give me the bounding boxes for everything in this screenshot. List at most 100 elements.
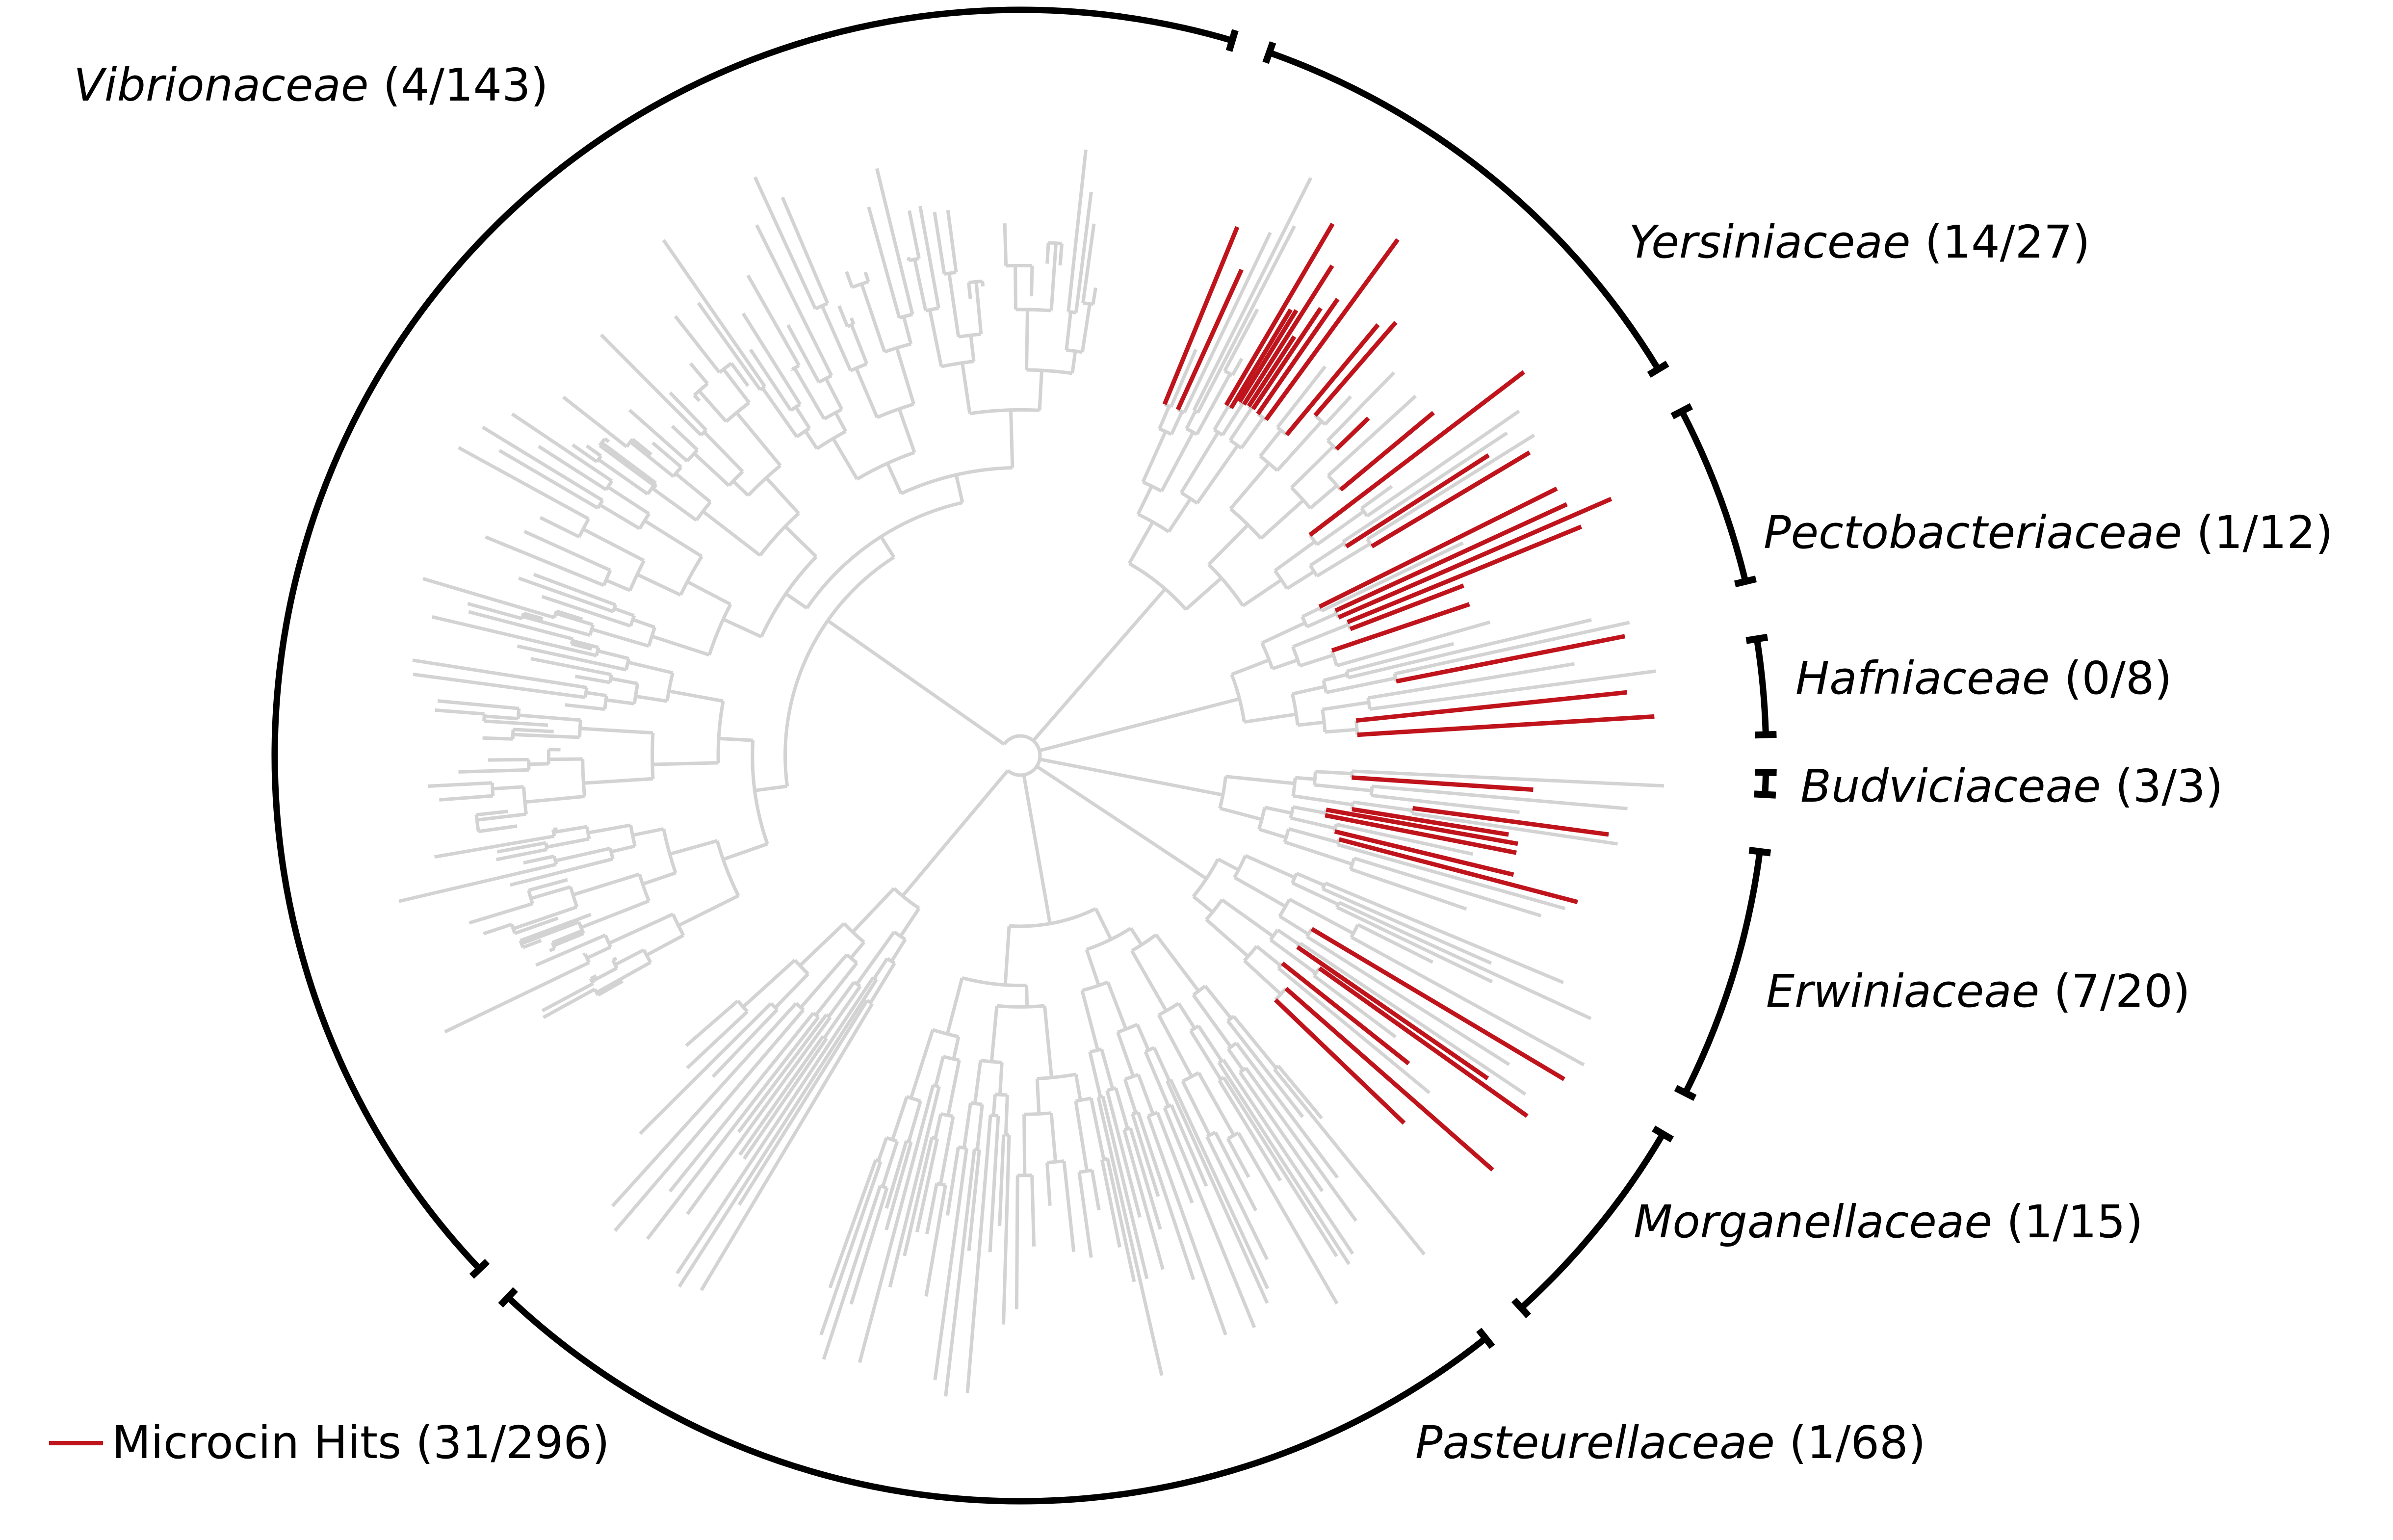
node-connector bbox=[1314, 772, 1315, 785]
tip-branch bbox=[1079, 1172, 1092, 1257]
legend-swatch bbox=[49, 1441, 103, 1445]
clade-arc-hafniaceae bbox=[1757, 639, 1766, 734]
internal-branch bbox=[1289, 829, 1338, 842]
internal-branch bbox=[1096, 909, 1111, 940]
internal-branch bbox=[733, 481, 749, 496]
node-connector bbox=[962, 978, 1026, 985]
internal-branch bbox=[800, 923, 844, 966]
internal-branch bbox=[553, 827, 587, 832]
tip-branch bbox=[935, 212, 944, 274]
tip-branch bbox=[439, 796, 493, 800]
clade-arc-tick-hafniaceae-end bbox=[1755, 734, 1776, 735]
node-connector bbox=[1027, 370, 1072, 373]
internal-branch bbox=[956, 475, 962, 502]
node-connector bbox=[933, 1030, 959, 1037]
internal-branch bbox=[1230, 464, 1269, 509]
tip-branch bbox=[549, 948, 555, 950]
node-connector bbox=[819, 376, 832, 382]
internal-branch bbox=[519, 715, 581, 720]
tip-branch bbox=[565, 705, 604, 709]
node-connector bbox=[1262, 643, 1272, 669]
internal-branch bbox=[887, 463, 901, 494]
node-connector bbox=[579, 519, 589, 537]
internal-branch bbox=[1090, 1052, 1100, 1096]
tip-branch bbox=[1327, 373, 1394, 441]
internal-branch bbox=[1246, 856, 1295, 878]
internal-branch bbox=[669, 691, 723, 701]
internal-branch bbox=[1298, 722, 1324, 725]
internal-branch bbox=[1293, 807, 1326, 813]
internal-branch bbox=[1187, 411, 1196, 429]
tip-branch bbox=[910, 210, 919, 259]
internal-branch bbox=[1292, 446, 1333, 488]
node-connector bbox=[1165, 404, 1171, 407]
clade-hit-count: (1/15) bbox=[2006, 1196, 2143, 1248]
internal-branch bbox=[583, 779, 653, 783]
clade-arc-erwiniaceae bbox=[1686, 852, 1760, 1093]
tip-branch bbox=[476, 811, 508, 815]
clade-hit-count: (0/8) bbox=[2064, 652, 2172, 705]
hit-branch bbox=[1319, 968, 1527, 1116]
internal-branch bbox=[1324, 675, 1348, 680]
internal-branch bbox=[891, 940, 905, 962]
internal-branch bbox=[1076, 1101, 1087, 1171]
clade-family-name: Budviciaceae bbox=[1800, 760, 2101, 812]
internal-branch bbox=[991, 1006, 997, 1062]
tip-branch bbox=[553, 829, 558, 830]
internal-branch bbox=[1118, 1032, 1133, 1076]
clade-arc-tick-vibrionaceae-end bbox=[1229, 30, 1236, 51]
internal-branch bbox=[645, 521, 702, 556]
node-connector bbox=[1280, 899, 1290, 916]
clade-family-name: Erwiniaceae bbox=[1766, 965, 2039, 1018]
node-connector bbox=[590, 625, 593, 635]
internal-branch bbox=[1277, 930, 1299, 944]
internal-branch bbox=[833, 439, 857, 479]
node-connector bbox=[785, 557, 894, 786]
internal-branch bbox=[587, 947, 611, 958]
tip-branch bbox=[531, 659, 611, 675]
node-connector bbox=[969, 281, 983, 283]
node-connector bbox=[1016, 310, 1052, 311]
node-connector bbox=[1362, 508, 1367, 516]
internal-branch bbox=[1307, 613, 1337, 626]
clade-hit-count: (1/12) bbox=[2196, 506, 2333, 559]
clade-hit-count: (3/3) bbox=[2115, 760, 2223, 812]
internal-branch bbox=[1005, 926, 1009, 985]
hit-branch bbox=[1352, 809, 1509, 835]
internal-branch bbox=[580, 729, 653, 733]
tip-branch bbox=[459, 770, 529, 772]
node-connector bbox=[1024, 1113, 1051, 1115]
legend-label: Microcin Hits (31/296) bbox=[112, 1420, 610, 1465]
tip-branch bbox=[1322, 543, 1463, 611]
clade-hit-count: (1/68) bbox=[1789, 1416, 1925, 1469]
node-connector bbox=[613, 960, 617, 968]
node-connector bbox=[1138, 514, 1169, 532]
clade-arc-pasteurellaceae bbox=[508, 1297, 1486, 1501]
internal-branch bbox=[1315, 772, 1352, 774]
internal-branch bbox=[1262, 623, 1305, 643]
node-connector bbox=[877, 404, 914, 418]
node-connector bbox=[667, 673, 673, 702]
internal-branch bbox=[828, 621, 868, 649]
internal-branch bbox=[976, 282, 981, 334]
node-connector bbox=[1118, 1024, 1137, 1032]
clade-hit-count: (14/27) bbox=[1925, 216, 2090, 268]
internal-branch bbox=[611, 679, 638, 683]
internal-branch bbox=[606, 700, 634, 704]
node-connector bbox=[1371, 786, 1372, 796]
node-connector bbox=[1275, 571, 1287, 589]
root-branch bbox=[936, 771, 1008, 856]
node-connector bbox=[1009, 909, 1096, 926]
tip-branch bbox=[1300, 943, 1525, 1094]
internal-branch bbox=[1125, 1079, 1136, 1113]
node-connector bbox=[852, 282, 868, 287]
internal-branch bbox=[936, 1114, 941, 1138]
internal-branch bbox=[1132, 951, 1166, 1011]
node-connector bbox=[851, 364, 867, 371]
internal-branch bbox=[1137, 1024, 1148, 1050]
node-connector bbox=[572, 639, 573, 644]
internal-branch bbox=[1297, 873, 1324, 885]
node-connector bbox=[1285, 829, 1289, 842]
node-connector bbox=[1258, 414, 1266, 420]
internal-branch bbox=[897, 348, 914, 404]
